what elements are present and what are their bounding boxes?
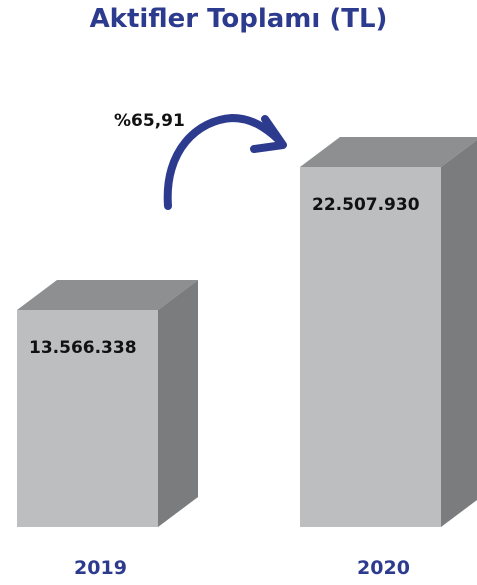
bar-2020 (300, 167, 441, 527)
growth-arrow-head (250, 115, 287, 153)
bar-top-2019 (17, 280, 198, 311)
x-tick-label: 2019 (74, 557, 127, 579)
bar-side-2019 (158, 280, 198, 527)
bar-value-label: 22.507.930 (312, 195, 420, 215)
growth-arrow (163, 113, 283, 210)
bar-value-label: 13.566.338 (29, 338, 137, 358)
bar-side-2020 (441, 140, 477, 527)
chart-title: Aktifler Toplamı (TL) (89, 4, 388, 34)
growth-percentage-label: %65,91 (114, 111, 185, 131)
bar-top-2020 (300, 137, 477, 167)
bar-2019 (17, 310, 158, 527)
x-tick-label: 2020 (357, 557, 410, 579)
